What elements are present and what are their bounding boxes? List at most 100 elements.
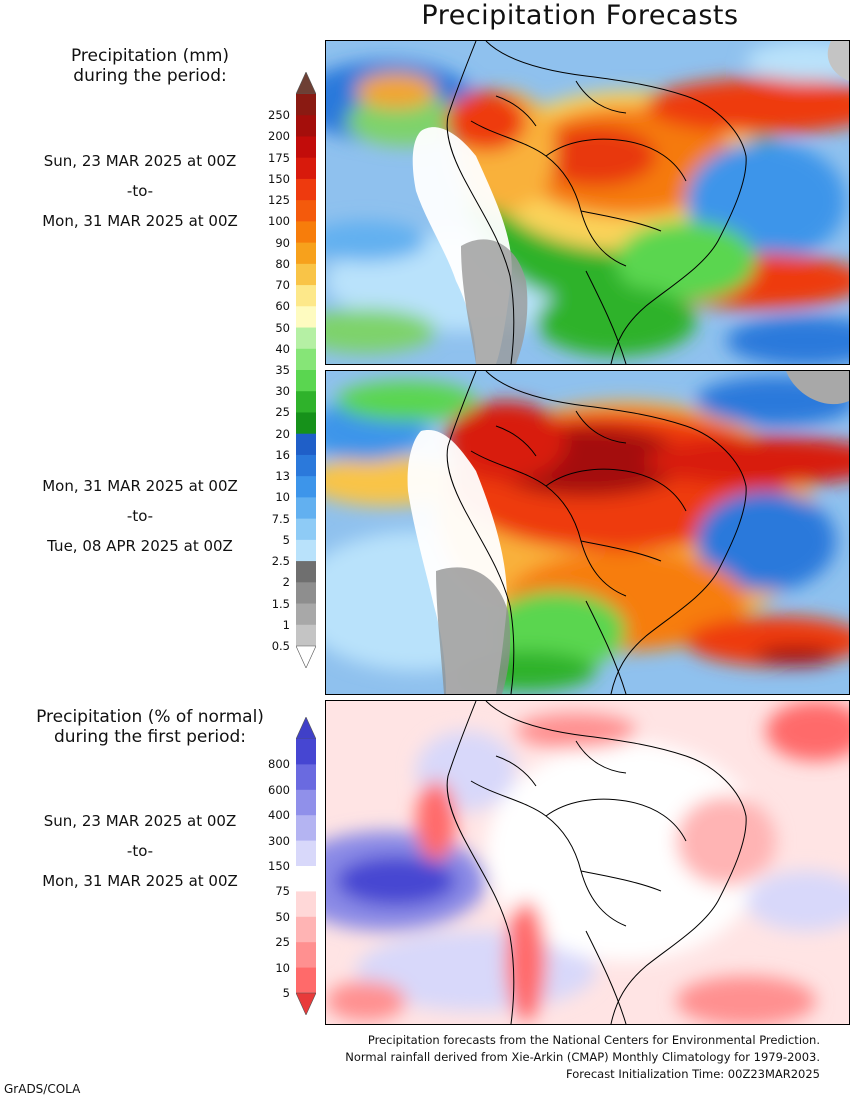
mm-scale-label: 70 (275, 278, 290, 293)
percent-normal-map (325, 700, 850, 1025)
mm-scale-swatch (296, 242, 316, 265)
percent-header-line1: Precipitation (% of normal) (36, 707, 264, 727)
pct-scale-swatch (296, 916, 316, 943)
mm-color-scale (295, 71, 317, 669)
pct-scale-swatch (296, 942, 316, 969)
pct-scale-bottom-arrow (295, 992, 317, 1016)
pct-scale-swatch (296, 815, 316, 842)
mm-scale-label: 175 (268, 150, 290, 165)
mm-scale-swatch (296, 348, 316, 371)
mm-scale-label: 1 (282, 617, 290, 632)
page-title: Precipitation Forecasts (421, 0, 739, 31)
mm-scale-label: 0.5 (271, 639, 290, 653)
mm-scale-label: 40 (275, 341, 290, 356)
percent-header-line2: during the first period: (53, 727, 247, 747)
mm-scale-label: 60 (275, 299, 290, 314)
mm-scale-swatch (296, 391, 316, 413)
mm-scale-swatch (296, 263, 316, 286)
pct-scale-swatch (296, 764, 316, 791)
pct-scale-label: 400 (268, 808, 290, 823)
period-3-sep: -to- (126, 842, 154, 860)
mm-scale-swatch (296, 497, 316, 520)
mm-scale-label: 50 (275, 320, 290, 335)
mm-scale-swatch (296, 94, 316, 116)
amount-header-line1: Precipitation (mm) (70, 46, 230, 66)
mm-scale-swatch (296, 136, 316, 159)
period-1-start: Sun, 23 MAR 2025 at 00Z (43, 152, 237, 170)
footer-source-note: Precipitation forecasts from the Nationa… (367, 1033, 820, 1047)
period-2-sep: -to- (126, 507, 154, 525)
precip-map-period-2 (325, 370, 850, 695)
mm-scale-label: 35 (275, 363, 290, 377)
period-1-sep: -to- (126, 182, 154, 200)
mm-scale-swatch (296, 433, 316, 456)
mm-scale-swatch (296, 603, 316, 626)
mm-scale-swatch (296, 115, 316, 137)
mm-scale-swatch (296, 561, 316, 583)
pct-scale-top-arrow (295, 716, 317, 740)
mm-scale-swatch (296, 518, 316, 541)
pct-scale-swatch (296, 891, 316, 918)
mm-scale-label: 2 (282, 575, 290, 590)
mm-scale-swatch (296, 178, 316, 201)
period-3-start: Sun, 23 MAR 2025 at 00Z (43, 812, 237, 830)
mm-scale-swatch (296, 157, 316, 180)
mm-scale-top-arrow (295, 71, 317, 95)
mm-scale-label: 1.5 (271, 596, 290, 611)
pct-scale-label: 600 (268, 782, 290, 797)
mm-scale-swatch (296, 370, 316, 392)
pct-scale-swatch (296, 866, 316, 892)
mm-scale-label: 7.5 (271, 511, 290, 526)
pct-scale-swatch (296, 789, 316, 816)
mm-scale-swatch (296, 285, 316, 307)
mm-scale-swatch (296, 200, 316, 222)
pct-scale-label: 150 (268, 859, 290, 873)
footer-init-time: Forecast Initialization Time: 00Z23MAR20… (566, 1067, 820, 1081)
amount-header-line2: during the period: (73, 66, 227, 86)
pct-scale-label: 75 (275, 884, 290, 899)
pct-scale-label: 800 (268, 757, 290, 772)
mm-scale-label: 250 (268, 108, 290, 123)
pct-scale-bar (295, 716, 317, 1016)
pct-scale-label: 300 (268, 833, 290, 848)
mm-scale-swatch (296, 327, 316, 350)
mm-scale-label: 13 (275, 469, 290, 484)
pct-scale-swatch (296, 739, 316, 765)
mm-scale-swatch (296, 221, 316, 244)
mm-scale-bottom-arrow (295, 645, 317, 669)
mm-scale-swatch (296, 454, 316, 477)
pct-scale-label: 25 (275, 935, 290, 950)
mm-scale-label: 125 (268, 193, 290, 208)
mm-scale-label: 20 (275, 426, 290, 441)
period-2-end: Tue, 08 APR 2025 at 00Z (47, 537, 233, 555)
period-2-start: Mon, 31 MAR 2025 at 00Z (42, 477, 238, 495)
pct-scale-label: 10 (275, 960, 290, 975)
pct-scale-swatch (296, 840, 316, 867)
mm-scale-label: 2.5 (271, 554, 290, 569)
mm-scale-swatch (296, 306, 316, 329)
mm-scale-label: 150 (268, 171, 290, 186)
mm-scale-bar (295, 71, 317, 669)
mm-scale-swatch (296, 412, 316, 435)
pct-scale-swatch (296, 967, 316, 994)
mm-scale-label: 16 (275, 447, 290, 462)
mm-scale-label: 100 (268, 214, 290, 229)
mm-scale-swatch (296, 624, 316, 647)
mm-scale-label: 25 (275, 405, 290, 420)
mm-scale-swatch (296, 582, 316, 605)
amount-header: Precipitation (mm) during the period: (0, 46, 300, 86)
mm-scale-label: 80 (275, 256, 290, 271)
mm-scale-label: 200 (268, 129, 290, 144)
pct-scale-label: 50 (275, 909, 290, 924)
mm-scale-label: 30 (275, 384, 290, 399)
precip-map-period-1 (325, 40, 850, 365)
mm-scale-swatch (296, 539, 316, 562)
footer-climatology-note: Normal rainfall derived from Xie-Arkin (… (345, 1050, 820, 1064)
mm-scale-label: 10 (275, 490, 290, 505)
mm-scale-label: 5 (282, 532, 290, 547)
grads-credit: GrADS/COLA (4, 1082, 81, 1096)
percent-header: Precipitation (% of normal) during the f… (0, 707, 300, 747)
pct-scale-label: 5 (282, 986, 290, 1000)
mm-scale-swatch (296, 476, 316, 498)
pct-color-scale (295, 716, 317, 1016)
